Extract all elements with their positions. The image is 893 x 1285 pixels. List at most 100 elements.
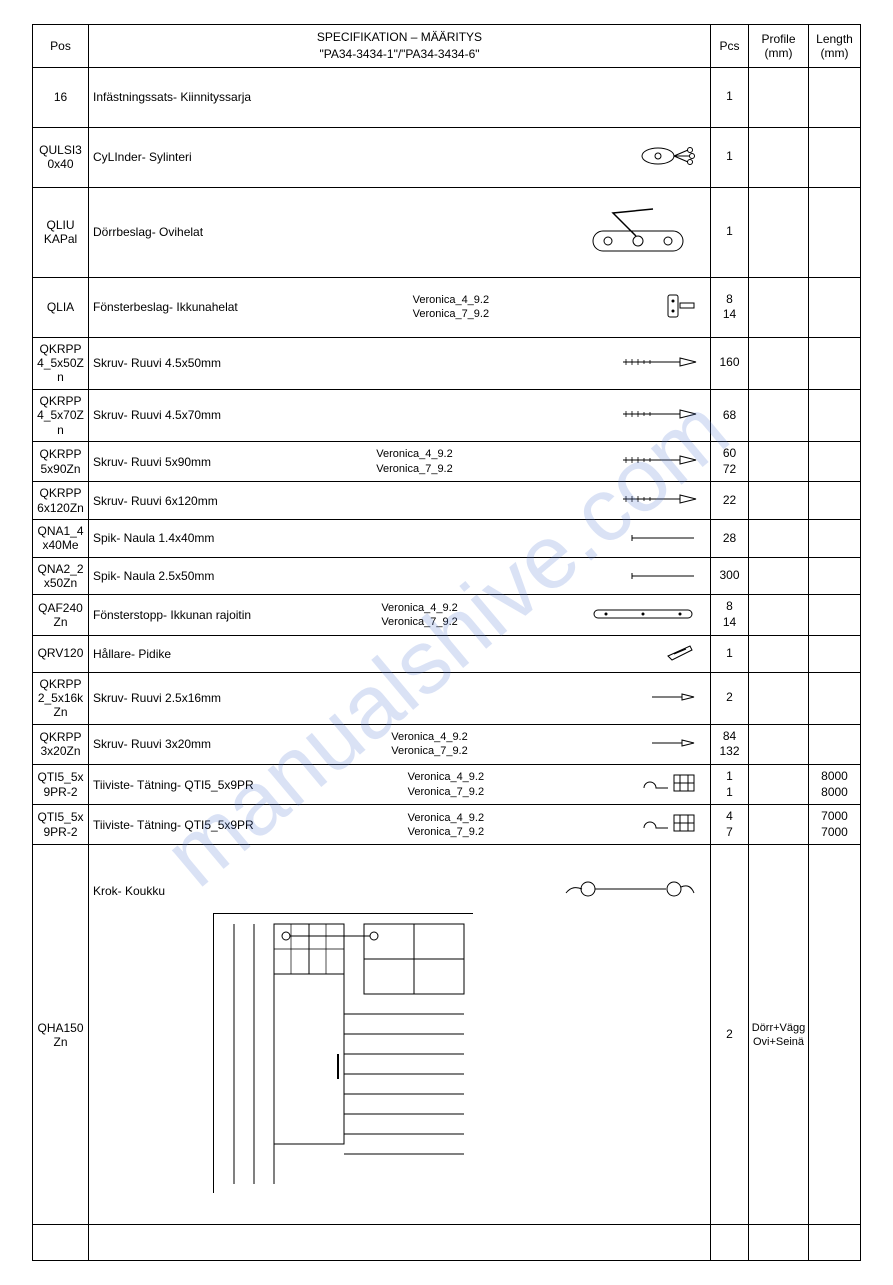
length-cell	[809, 635, 861, 672]
desc-text: CyLInder- Sylinteri	[93, 150, 192, 164]
desc-text: Tiiviste- Tätning- QTI5_5x9PR	[93, 818, 254, 832]
cylinder-icon	[638, 142, 706, 173]
profile-cell	[749, 67, 809, 127]
length-cell	[809, 337, 861, 389]
profile-cell	[749, 277, 809, 337]
spec-cell: Skruv- Ruuvi 4.5x70mm	[89, 389, 711, 441]
table-row: 16 Infästningssats- Kiinnityssarja 1	[33, 67, 861, 127]
profile-cell	[749, 389, 809, 441]
table-row: QULSI30x40 CyLInder- Sylinteri 1	[33, 127, 861, 187]
pcs-cell: 68	[711, 389, 749, 441]
pos-cell: QKRPP4_5x50Zn	[33, 337, 89, 389]
desc-text: Infästningssats- Kiinnityssarja	[93, 90, 251, 104]
pcs-cell: 1	[711, 127, 749, 187]
profile-cell	[749, 557, 809, 595]
table-row: QKRPP3x20Zn Skruv- Ruuvi 3x20mm Veronica…	[33, 724, 861, 764]
spec-cell: Tiiviste- Tätning- QTI5_5x9PR Veronica_4…	[89, 765, 711, 805]
length-cell	[809, 187, 861, 277]
table-row: QTI5_5x9PR-2 Tiiviste- Tätning- QTI5_5x9…	[33, 805, 861, 845]
profile-cell: Dörr+VäggOvi+Seinä	[749, 845, 809, 1225]
screw-icon	[618, 408, 706, 423]
spec-cell: Skruv- Ruuvi 3x20mm Veronica_4_9.2 Veron…	[89, 724, 711, 764]
profile-cell	[749, 724, 809, 764]
desc-text: Skruv- Ruuvi 5x90mm	[93, 455, 211, 469]
variant-labels: Veronica_4_9.2 Veronica_7_9.2	[262, 770, 630, 799]
pcs-cell: 2	[711, 845, 749, 1225]
table-row: QNA2_2x50Zn Spik- Naula 2.5x50mm 300	[33, 557, 861, 595]
variant-labels: Veronica_4_9.2 Veronica_7_9.2	[246, 293, 656, 322]
desc-text: Dörrbeslag- Ovihelat	[93, 225, 203, 239]
screw-icon	[618, 356, 706, 371]
length-cell	[809, 482, 861, 520]
holder-icon	[662, 642, 706, 665]
stopper-icon	[588, 606, 706, 625]
table-row: QLIA Fönsterbeslag- Ikkunahelat Veronica…	[33, 277, 861, 337]
profile-cell	[749, 672, 809, 724]
spec-cell: Infästningssats- Kiinnityssarja	[89, 67, 711, 127]
seal-icon	[638, 772, 706, 797]
table-row: QRV120 Hållare- Pidike 1	[33, 635, 861, 672]
desc-text: Fönsterstopp- Ikkunan rajoitin	[93, 608, 251, 622]
profile-cell	[749, 482, 809, 520]
pos-cell: 16	[33, 67, 89, 127]
hdr-profile: Profile (mm)	[749, 25, 809, 68]
desc-text: Skruv- Ruuvi 4.5x50mm	[93, 356, 221, 370]
nail-icon	[628, 531, 706, 545]
pcs-cell: 22	[711, 482, 749, 520]
hook-icon	[558, 877, 706, 904]
spec-cell: Skruv- Ruuvi 2.5x16mm	[89, 672, 711, 724]
table-row: QLIU KAPal Dörrbeslag- Ovihelat 1	[33, 187, 861, 277]
profile-cell	[749, 337, 809, 389]
pcs-cell: 84132	[711, 724, 749, 764]
length-cell	[809, 441, 861, 481]
pos-cell: QKRPP4_5x70Zn	[33, 389, 89, 441]
table-row: QAF240Zn Fönsterstopp- Ikkunan rajoitin …	[33, 595, 861, 635]
profile-cell	[749, 765, 809, 805]
spec-cell: Fönsterbeslag- Ikkunahelat Veronica_4_9.…	[89, 277, 711, 337]
spec-cell: Spik- Naula 2.5x50mm	[89, 557, 711, 595]
pos-cell: QHA150Zn	[33, 845, 89, 1225]
spec-cell: Krok- Koukku	[89, 845, 711, 1225]
spec-cell: Fönsterstopp- Ikkunan rajoitin Veronica_…	[89, 595, 711, 635]
handle-icon	[578, 201, 706, 264]
hdr-spec: SPECIFIKATION – MÄÄRITYS "PA34-3434-1"/"…	[89, 25, 711, 68]
screw-s-icon	[648, 737, 706, 751]
pos-cell: QKRPP5x90Zn	[33, 441, 89, 481]
spec-cell: Skruv- Ruuvi 5x90mm Veronica_4_9.2 Veron…	[89, 441, 711, 481]
table-row: QKRPP4_5x50Zn Skruv- Ruuvi 4.5x50mm 160	[33, 337, 861, 389]
pos-cell: QRV120	[33, 635, 89, 672]
pos-cell: QKRPP2_5x16kZn	[33, 672, 89, 724]
desc-text: Spik- Naula 2.5x50mm	[93, 569, 214, 583]
table-row-empty	[33, 1225, 861, 1261]
pos-cell: QTI5_5x9PR-2	[33, 765, 89, 805]
profile-cell	[749, 595, 809, 635]
nail-icon	[628, 569, 706, 583]
hdr-spec-line2: "PA34-3434-1"/"PA34-3434-6"	[93, 46, 706, 63]
header-row: Pos SPECIFIKATION – MÄÄRITYS "PA34-3434-…	[33, 25, 861, 68]
spec-cell: Skruv- Ruuvi 4.5x50mm	[89, 337, 711, 389]
length-cell	[809, 595, 861, 635]
length-cell	[809, 519, 861, 557]
spec-cell: Dörrbeslag- Ovihelat	[89, 187, 711, 277]
length-cell	[809, 845, 861, 1225]
hdr-pcs: Pcs	[711, 25, 749, 68]
profile-cell	[749, 127, 809, 187]
pcs-cell: 160	[711, 337, 749, 389]
pcs-cell: 1	[711, 67, 749, 127]
table-row: QTI5_5x9PR-2 Tiiviste- Tätning- QTI5_5x9…	[33, 765, 861, 805]
length-cell	[809, 389, 861, 441]
variant-labels: Veronica_4_9.2 Veronica_7_9.2	[262, 811, 630, 840]
length-cell	[809, 277, 861, 337]
screw-icon	[618, 493, 706, 508]
variant-labels: Veronica_4_9.2 Veronica_7_9.2	[259, 601, 580, 630]
desc-text: Fönsterbeslag- Ikkunahelat	[93, 300, 238, 314]
spec-cell: Spik- Naula 1.4x40mm	[89, 519, 711, 557]
pcs-cell: 1	[711, 187, 749, 277]
pos-cell: QKRPP6x120Zn	[33, 482, 89, 520]
length-cell	[809, 557, 861, 595]
assembly-diagram	[213, 913, 473, 1193]
table-row: QKRPP4_5x70Zn Skruv- Ruuvi 4.5x70mm 68	[33, 389, 861, 441]
profile-cell	[749, 441, 809, 481]
pos-cell: QAF240Zn	[33, 595, 89, 635]
desc-text: Tiiviste- Tätning- QTI5_5x9PR	[93, 778, 254, 792]
